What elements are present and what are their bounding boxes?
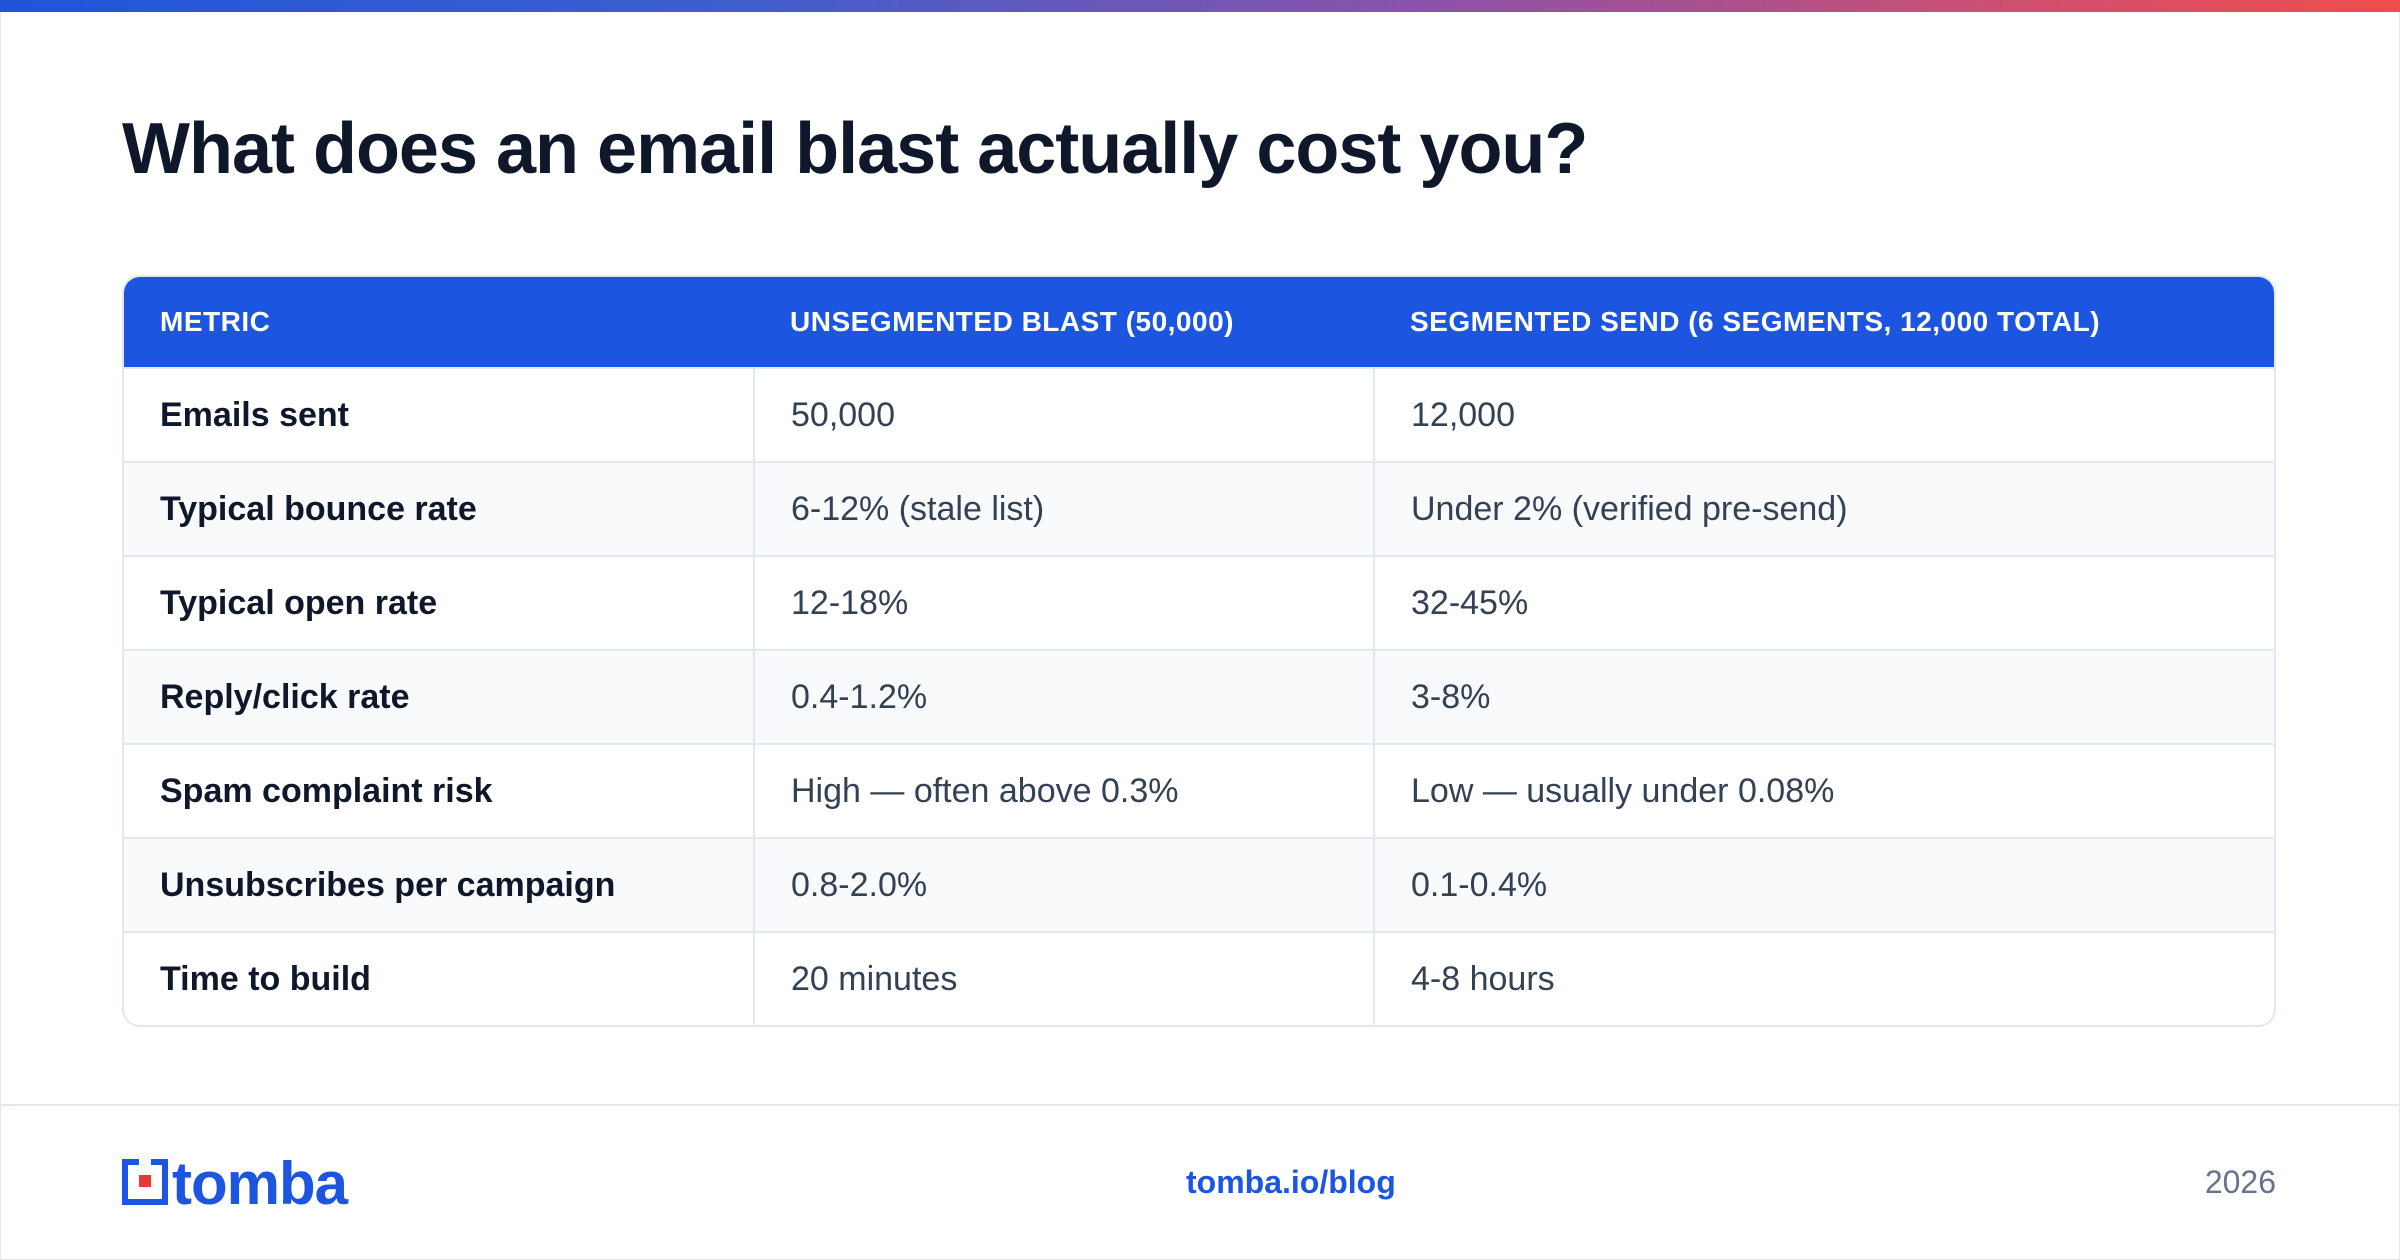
unsegmented-cell: 12-18% xyxy=(753,555,1374,650)
header-unsegmented: UNSEGMENTED BLAST (50,000) xyxy=(754,277,1374,368)
table-row: Typical bounce rate 6-12% (stale list) U… xyxy=(124,461,2274,556)
blog-link[interactable]: tomba.io/blog xyxy=(1186,1164,1396,1200)
tomba-logo[interactable]: tomba xyxy=(122,1150,348,1217)
tomba-logo-icon xyxy=(122,1158,172,1210)
table-row: Typical open rate 12-18% 32-45% xyxy=(124,555,2274,650)
metric-cell: Typical bounce rate xyxy=(124,461,754,556)
segmented-cell: 3-8% xyxy=(1373,649,2274,744)
table-row: Reply/click rate 0.4-1.2% 3-8% xyxy=(124,649,2274,744)
footer-divider xyxy=(0,1104,2400,1106)
segmented-cell: 4-8 hours xyxy=(1373,931,2274,1025)
header-segmented: SEGMENTED SEND (6 SEGMENTS, 12,000 TOTAL… xyxy=(1374,277,2274,368)
table-row: Spam complaint risk High — often above 0… xyxy=(124,743,2274,838)
unsegmented-cell: 6-12% (stale list) xyxy=(753,461,1374,556)
metric-cell: Typical open rate xyxy=(124,555,754,650)
segmented-cell: 12,000 xyxy=(1373,367,2274,462)
segmented-cell: Low — usually under 0.08% xyxy=(1373,743,2274,838)
unsegmented-cell: High — often above 0.3% xyxy=(753,743,1374,838)
unsegmented-cell: 0.4-1.2% xyxy=(753,649,1374,744)
unsegmented-cell: 20 minutes xyxy=(753,931,1374,1025)
segmented-cell: 32-45% xyxy=(1373,555,2274,650)
metric-cell: Emails sent xyxy=(124,367,754,462)
unsegmented-cell: 50,000 xyxy=(753,367,1374,462)
segmented-cell: Under 2% (verified pre-send) xyxy=(1373,461,2274,556)
footer-year: 2026 xyxy=(2204,1164,2276,1200)
comparison-table: METRIC UNSEGMENTED BLAST (50,000) SEGMEN… xyxy=(122,275,2276,1027)
page-title: What does an email blast actually cost y… xyxy=(122,109,1588,189)
top-gradient-bar xyxy=(0,0,2400,12)
table-header-row: METRIC UNSEGMENTED BLAST (50,000) SEGMEN… xyxy=(124,277,2274,368)
table-row: Unsubscribes per campaign 0.8-2.0% 0.1-0… xyxy=(124,837,2274,932)
metric-cell: Unsubscribes per campaign xyxy=(124,837,754,932)
segmented-cell: 0.1-0.4% xyxy=(1373,837,2274,932)
metric-cell: Time to build xyxy=(124,931,754,1025)
metric-cell: Spam complaint risk xyxy=(124,743,754,838)
comparison-table-grid: METRIC UNSEGMENTED BLAST (50,000) SEGMEN… xyxy=(124,277,2274,1025)
logo-wordmark: tomba xyxy=(172,1150,348,1217)
metric-cell: Reply/click rate xyxy=(124,649,754,744)
header-metric: METRIC xyxy=(124,277,754,368)
table-row: Time to build 20 minutes 4-8 hours xyxy=(124,931,2274,1025)
unsegmented-cell: 0.8-2.0% xyxy=(753,837,1374,932)
table-row: Emails sent 50,000 12,000 xyxy=(124,367,2274,462)
